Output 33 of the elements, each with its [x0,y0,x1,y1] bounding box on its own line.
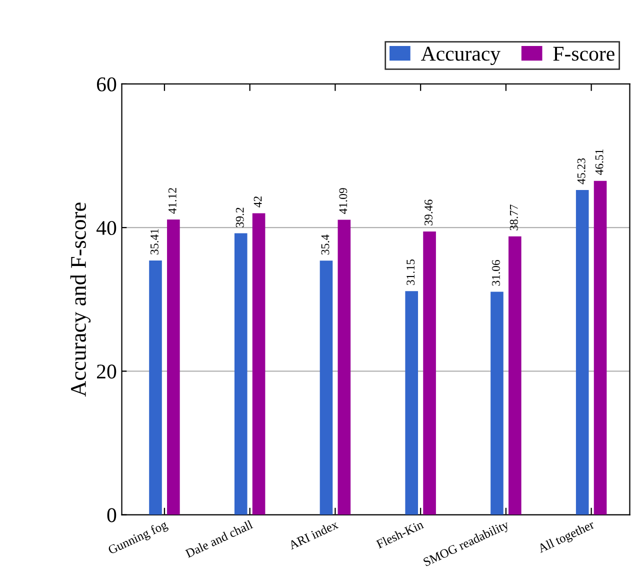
y-tick-label: 0 [107,508,116,522]
bar [234,233,248,515]
x-tick-label: ARI index [288,520,339,550]
bar [167,220,180,515]
data-label: 42 [254,196,262,208]
data-label: 45.23 [577,158,586,184]
bar [320,260,333,515]
y-tick-label: 40 [96,220,116,235]
data-label: 31.06 [492,260,500,286]
legend-label: Accuracy [420,46,501,66]
bar [576,190,589,515]
data-label: 41.12 [168,188,176,214]
bar [252,213,266,515]
bar [490,292,504,515]
bar [508,236,522,515]
data-label: 31.15 [406,259,415,285]
bar [423,231,436,515]
data-label: 46.51 [595,149,604,176]
data-label: 39.2 [236,208,244,228]
bar [338,220,351,515]
data-label: 38.77 [510,204,518,230]
legend-label: F-score [553,46,614,61]
data-label: 39.46 [424,200,433,226]
bar [149,260,162,515]
bar [405,291,418,515]
data-label: 35.4 [321,234,330,254]
y-tick-label: 60 [96,77,116,92]
y-tick-label: 20 [97,364,116,379]
bar [594,180,607,515]
data-label: 41.09 [339,188,348,214]
x-tick-label: Dale and chall [184,520,254,558]
y-axis-title: Accuracy and F-score [70,202,91,397]
data-label: 35.41 [150,229,159,254]
